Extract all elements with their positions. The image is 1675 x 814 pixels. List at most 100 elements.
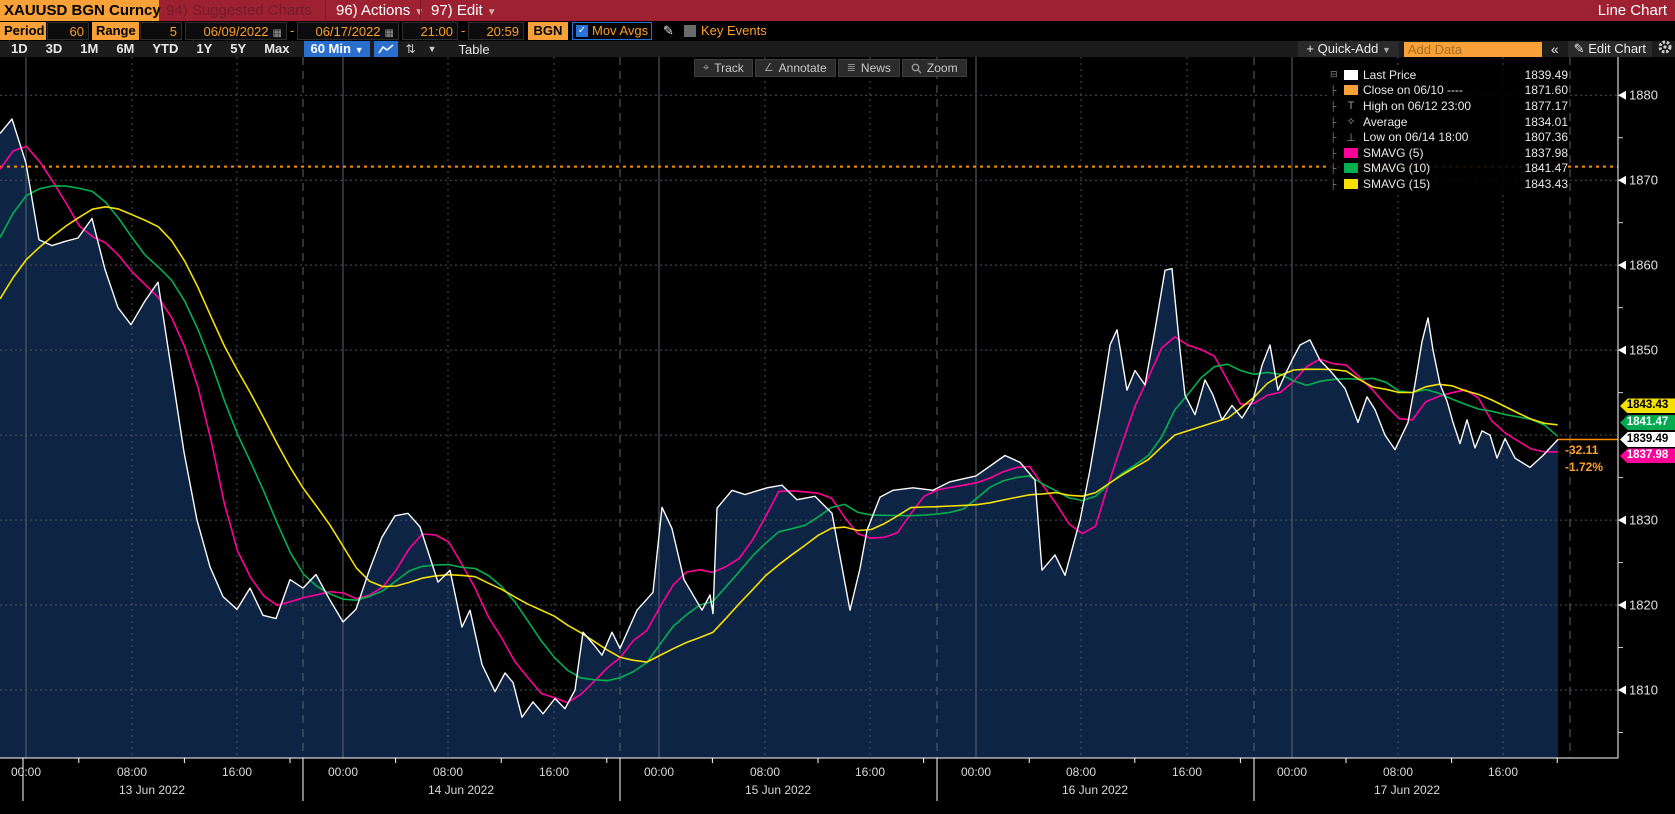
- legend-tree-branch: ├: [1330, 132, 1337, 143]
- menu-suggested-charts[interactable]: 94) Suggested Charts: [166, 2, 312, 19]
- legend-marker-icon: T: [1347, 99, 1355, 112]
- x-axis-time-label: 08:00: [1066, 765, 1096, 779]
- compare-button[interactable]: ⇅: [402, 41, 420, 57]
- quick-add-button[interactable]: + Quick-Add ▼: [1298, 41, 1399, 57]
- annotate-button[interactable]: ∠ Annotate: [754, 59, 836, 77]
- security-ticker[interactable]: XAUUSD BGN Curncy: [0, 0, 161, 21]
- price-chart-canvas[interactable]: 1880 1870 1860 1850 1830 1820 1810 00:00 08:00 16…: [0, 57, 1675, 814]
- chart-tool-buttons: ⌖ Track ∠ Annotate ≣ News Zoom: [694, 59, 967, 77]
- range-button-5y[interactable]: 5Y: [230, 41, 247, 56]
- x-axis-date-label: 16 Jun 2022: [1062, 783, 1128, 797]
- line-chart-icon: [377, 44, 393, 54]
- range-button-6m[interactable]: 6M: [116, 41, 135, 56]
- chart-mode-label: Line Chart: [1597, 2, 1667, 19]
- price-axis-tag: 1839.49: [1620, 431, 1675, 447]
- y-tick-arrow: [1618, 600, 1626, 610]
- date-to-input[interactable]: 06/17/2022 ▦: [297, 22, 399, 40]
- edit-chart-button[interactable]: ✎ Edit Chart: [1567, 41, 1652, 57]
- right-tools: + Quick-Add ▼ « ✎ Edit Chart: [1298, 39, 1673, 60]
- legend-item[interactable]: ⊟ Last Price 1839.49: [1330, 67, 1568, 83]
- legend-item[interactable]: ├ SMAVG (10) 1841.47: [1330, 161, 1568, 177]
- x-axis-time-label: 16:00: [222, 765, 252, 779]
- x-axis-time-label: 00:00: [961, 765, 991, 779]
- range-button-1m[interactable]: 1M: [80, 41, 99, 56]
- legend-value: 1807.36: [1524, 130, 1568, 145]
- chart-area[interactable]: 1880 1870 1860 1850 1830 1820 1810 00:00 08:00 16…: [0, 57, 1675, 814]
- x-axis-time-label: 08:00: [1383, 765, 1413, 779]
- magnifier-icon: [911, 63, 922, 73]
- x-axis-date-label: 17 Jun 2022: [1374, 783, 1440, 797]
- legend-item[interactable]: ├ ✧ Average 1834.01: [1330, 114, 1568, 130]
- chevron-down-icon: ▼: [486, 7, 497, 18]
- range-label: Range: [92, 22, 139, 40]
- chart-nav-toolbar: 1D 3D 1M 6M YTD 1Y 5Y Max 60 Min ▼ ⇅ ▼ Table + …: [0, 39, 1675, 60]
- pencil-icon: ✎: [1573, 41, 1585, 56]
- news-button[interactable]: ≣ News: [837, 59, 900, 77]
- period-label: Period: [0, 22, 46, 40]
- y-tick-arrow: [1618, 685, 1626, 695]
- legend-color-swatch: [1344, 147, 1358, 158]
- pencil-icon[interactable]: ✎: [663, 23, 674, 38]
- legend-item[interactable]: ├ ⊥ Low on 06/14 18:00 1807.36: [1330, 129, 1568, 145]
- gear-icon: [1658, 40, 1672, 53]
- legend-item[interactable]: ├ SMAVG (5) 1837.98: [1330, 145, 1568, 161]
- legend-label: SMAVG (10): [1363, 161, 1431, 176]
- y-axis-label: 1810: [1629, 683, 1658, 698]
- y-axis-label: 1860: [1629, 258, 1658, 273]
- chart-type-more-dropdown[interactable]: ▼: [427, 44, 437, 54]
- chevron-down-icon: ▼: [1381, 45, 1391, 55]
- x-axis-time-label: 00:00: [328, 765, 358, 779]
- interval-dropdown[interactable]: 60 Min ▼: [304, 41, 370, 57]
- calendar-icon[interactable]: ▦: [272, 28, 282, 39]
- range-button-1y[interactable]: 1Y: [196, 41, 213, 56]
- chart-legend[interactable]: ⊟ Last Price 1839.49 ├ Close on 06/10 ---- 18…: [1330, 67, 1568, 192]
- price-source-badge[interactable]: BGN: [528, 22, 568, 40]
- menu-edit[interactable]: 97) Edit ▼: [420, 0, 507, 21]
- y-axis-label: 1850: [1629, 343, 1658, 358]
- x-axis-date-label: 14 Jun 2022: [428, 783, 494, 797]
- key-events-toggle[interactable]: Key Events: [684, 22, 767, 40]
- time-to-input[interactable]: 20:59: [468, 22, 524, 40]
- range-button-3d[interactable]: 3D: [45, 41, 63, 56]
- legend-tree-branch: ├: [1330, 100, 1337, 111]
- zoom-button[interactable]: Zoom: [901, 59, 967, 77]
- legend-value: 1843.43: [1524, 176, 1568, 191]
- checkbox-checked-icon[interactable]: ✓: [576, 25, 588, 37]
- menu-actions[interactable]: 96) Actions ▼: [325, 0, 434, 21]
- line-chart-type-button[interactable]: [373, 41, 398, 57]
- range-button-1d[interactable]: 1D: [11, 41, 28, 56]
- crosshair-icon: ⌖: [703, 62, 710, 74]
- x-axis-time-label: 00:00: [644, 765, 674, 779]
- calendar-icon[interactable]: ▦: [384, 28, 394, 39]
- table-button[interactable]: Table: [458, 41, 490, 57]
- legend-label: Close on 06/10 ----: [1363, 83, 1464, 98]
- price-axis-tag: 1841.47: [1620, 415, 1675, 431]
- news-lines-icon: ≣: [846, 62, 856, 74]
- range-input[interactable]: 5: [140, 22, 182, 40]
- settings-gear-button[interactable]: [1657, 39, 1673, 60]
- add-data-input[interactable]: [1403, 41, 1542, 57]
- period-input[interactable]: 60: [47, 22, 89, 40]
- range-button-max[interactable]: Max: [264, 41, 290, 56]
- mov-avgs-toggle[interactable]: ✓ Mov Avgs: [572, 22, 653, 40]
- collapse-panel-icon[interactable]: «: [1550, 41, 1559, 57]
- legend-item[interactable]: ├ Close on 06/10 ---- 1871.60: [1330, 83, 1568, 99]
- range-button-ytd[interactable]: YTD: [152, 41, 179, 56]
- legend-value: 1841.47: [1524, 161, 1568, 176]
- date-range-dash: -: [290, 23, 295, 38]
- checkbox-unchecked-icon[interactable]: [684, 25, 696, 37]
- legend-label: SMAVG (5): [1363, 145, 1424, 160]
- track-button[interactable]: ⌖ Track: [694, 59, 753, 77]
- date-from-input[interactable]: 06/09/2022 ▦: [185, 22, 287, 40]
- x-axis-time-label: 16:00: [1488, 765, 1518, 779]
- legend-value: 1877.17: [1524, 98, 1568, 113]
- price-area-fill: [0, 119, 1558, 758]
- chevron-down-icon: ▼: [354, 45, 364, 55]
- legend-item[interactable]: ├ T High on 06/12 23:00 1877.17: [1330, 98, 1568, 114]
- price-line: [0, 118, 1559, 718]
- legend-collapse-icon[interactable]: ⊟: [1330, 69, 1338, 80]
- legend-item[interactable]: ├ SMAVG (15) 1843.43: [1330, 176, 1568, 192]
- time-from-input[interactable]: 21:00: [402, 22, 458, 40]
- legend-color-swatch: [1344, 178, 1358, 189]
- price-axis-tag: 1843.43: [1620, 398, 1675, 414]
